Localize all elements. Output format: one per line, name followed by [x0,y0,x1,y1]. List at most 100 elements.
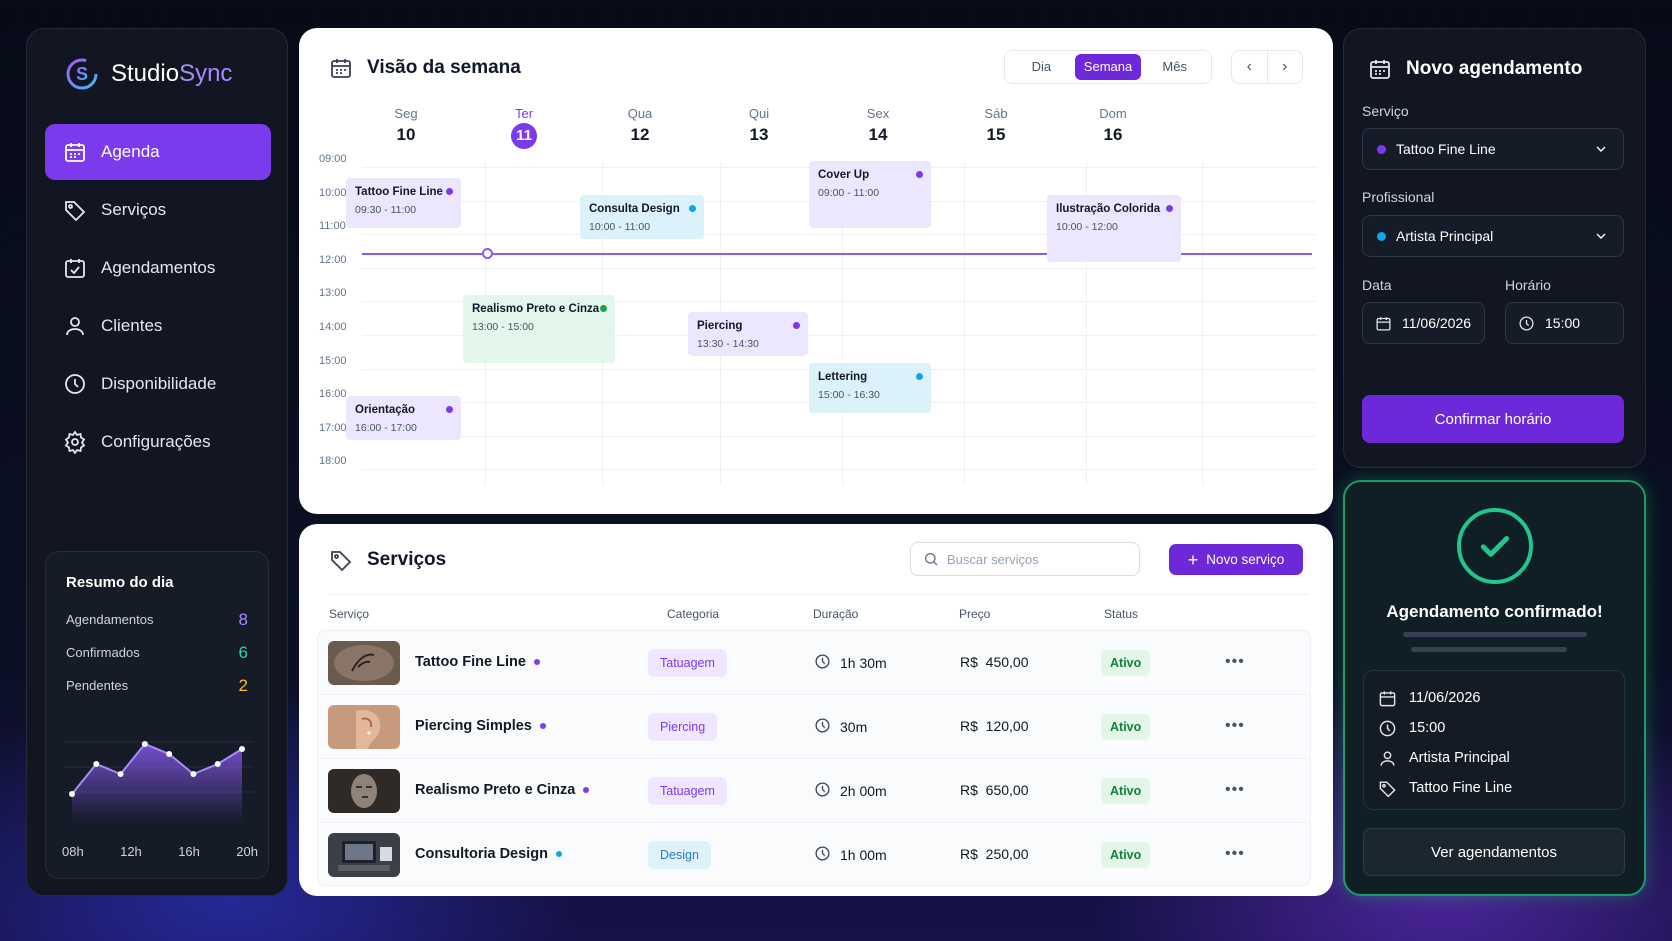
day-header-qua[interactable]: Qua 12 [577,106,703,145]
chevron-down-icon [1596,233,1606,239]
more-options-icon[interactable]: ••• [1225,781,1245,798]
event-status-dot [1166,204,1173,212]
new-booking-panel: Novo agendamento Serviço Tattoo Fine Lin… [1343,28,1646,468]
event-status-dot [446,406,453,414]
sidebar-item-servicos[interactable]: Serviços [45,182,271,238]
professional-select[interactable]: Artista Principal [1362,215,1624,257]
category-badge: Design [648,841,711,869]
services-panel: Serviços + Novo serviço Serviço Categori… [299,524,1333,896]
confirm-time-button[interactable]: Confirmar horário [1362,395,1624,443]
calendar-event[interactable]: Piercing 13:30 - 14:30 [688,312,808,357]
sidebar-item-clientes[interactable]: Clientes [45,298,271,354]
event-title: Consulta Design [589,202,680,215]
chart-x-label: 12h [120,844,142,859]
date-value: 11/06/2026 [1402,315,1472,331]
summary-row: Agendamentos 8 [66,603,248,636]
calendar-icon [331,59,351,78]
col-category[interactable]: Categoria [667,607,720,621]
col-price[interactable]: Preço [959,607,991,621]
service-select[interactable]: Tattoo Fine Line [1362,128,1624,170]
calendar-event[interactable]: Cover Up 09:00 - 11:00 [809,161,931,229]
view-month-button[interactable]: Mês [1162,59,1187,74]
view-week-button[interactable]: Semana [1074,54,1142,80]
calendar-event[interactable]: Realismo Preto e Cinza 13:00 - 15:00 [463,295,615,363]
day-number: 16 [1103,125,1123,144]
calendar-event[interactable]: Orientação 16:00 - 17:00 [346,396,461,441]
hour-label: 10:00 [319,186,347,199]
prev-week-button[interactable]: ‹ [1232,51,1268,83]
col-duration[interactable]: Duração [813,607,859,621]
next-week-button[interactable]: › [1268,51,1303,83]
event-status-dot [689,204,696,212]
calendar-header: Visão da semana [329,56,521,80]
chevron-down-icon [1596,146,1606,152]
current-time-marker [482,248,493,259]
day-header-sáb[interactable]: Sáb 15 [933,106,1059,145]
day-name: Dom [1099,106,1127,121]
day-header-qui[interactable]: Qui 13 [696,106,822,145]
calendar-event[interactable]: Consulta Design 10:00 - 11:00 [580,194,704,239]
more-options-icon[interactable]: ••• [1225,653,1245,670]
sidebar-item-configuracoes[interactable]: Configurações [45,414,271,470]
sidebar-item-agenda[interactable]: Agenda [45,124,271,180]
search-input[interactable] [947,551,1127,567]
more-options-icon[interactable]: ••• [1225,845,1245,862]
day-header-dom[interactable]: Dom 16 [1050,106,1176,145]
service-color-dot [533,659,540,665]
price-cell: R$ 250,00 [960,846,1029,862]
calendar-event[interactable]: Tattoo Fine Line 09:30 - 11:00 [346,177,461,229]
calendar-event[interactable]: Ilustração Colorida 10:00 - 12:00 [1047,194,1181,262]
table-row[interactable]: Realismo Preto e Cinza Tatuagem 2h 00m R$ 6… [317,758,1311,822]
service-color-dot [539,723,546,729]
service-color-dot [583,787,590,793]
booking-header: Novo agendamento [1368,57,1582,81]
day-header-sex[interactable]: Sex 14 [815,106,941,145]
table-row[interactable]: Piercing Simples Piercing 30m R$ 120,00 Ativ… [317,694,1311,758]
service-color-dot [555,851,562,857]
detail-date-value: 11/06/2026 [1409,690,1481,706]
table-row[interactable]: Consultoria Design Design 1h 00m R$ 250,00 A… [317,822,1311,886]
sidebar-item-agendamentos[interactable]: Agendamentos [45,240,271,296]
detail-professional: Artista Principal [1378,743,1610,773]
time-field[interactable]: 15:00 [1505,302,1624,344]
detail-service-value: Tattoo Fine Line [1409,780,1513,796]
more-options-icon[interactable]: ••• [1225,717,1245,734]
grid-col-line [1086,161,1087,485]
professional-color-dot [1377,231,1386,241]
placeholder-bar [1403,632,1587,637]
day-header-seg[interactable]: Seg 10 [343,106,469,145]
day-number: 10 [396,125,416,144]
summary-row-label: Agendamentos [66,612,154,627]
service-name: Realismo Preto e Cinza [415,782,590,798]
grid-row-line [362,435,1316,437]
sidebar-item-disponibilidade[interactable]: Disponibilidade [45,356,271,412]
search-icon [925,553,938,566]
tag-icon [1379,780,1396,797]
service-name: Piercing Simples [415,718,546,734]
day-number: 15 [986,125,1006,144]
calendar-event[interactable]: Lettering 15:00 - 16:30 [809,362,931,413]
view-day-button[interactable]: Dia [1031,59,1052,74]
professional-label: Profissional [1362,189,1435,205]
calendar-title: Visão da semana [367,57,521,78]
view-bookings-button[interactable]: Ver agendamentos [1363,828,1625,876]
event-time: 16:00 - 17:00 [355,422,417,435]
status-badge: Ativo [1101,714,1151,740]
col-service[interactable]: Serviço [329,607,370,621]
hour-label: 09:00 [319,153,347,165]
service-name-text: Tattoo Fine Line [415,654,526,670]
brand-logo[interactable]: S StudioSync [65,57,232,91]
summary-row-label: Pendentes [66,678,129,693]
event-title: Ilustração Colorida [1056,202,1161,215]
table-row[interactable]: Tattoo Fine Line Tatuagem 1h 30m R$ 450,00 A… [317,630,1311,694]
chart-area [72,744,242,822]
sidebar-item-label: Disponibilidade [101,374,217,393]
calendar-icon [1379,690,1396,706]
day-header-ter[interactable]: Ter 11 [461,106,587,149]
date-field[interactable]: 11/06/2026 [1362,302,1485,344]
chevron-left-icon: ‹ [1246,58,1252,75]
col-status[interactable]: Status [1104,607,1139,621]
new-service-button[interactable]: + Novo serviço [1169,544,1303,575]
hour-label: 16:00 [319,388,347,401]
service-name-text: Realismo Preto e Cinza [415,782,576,798]
